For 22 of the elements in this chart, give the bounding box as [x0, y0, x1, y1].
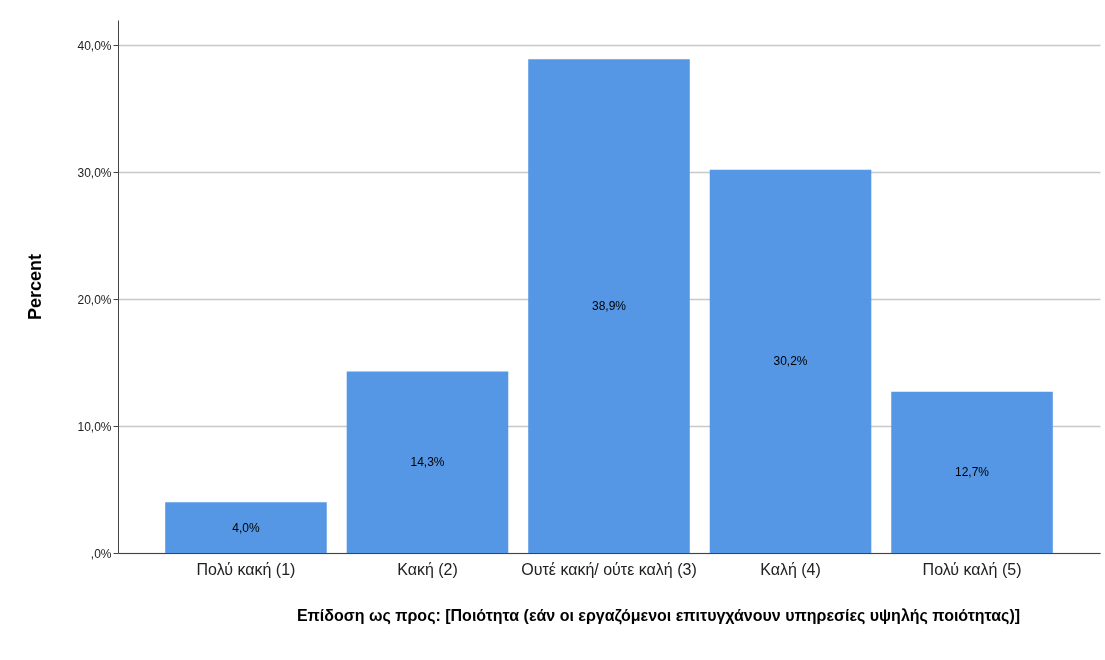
x-tick-label: Πολύ κακή (1): [196, 560, 296, 578]
y-tick-label: 20,0%: [77, 292, 112, 307]
bar: [891, 391, 1053, 553]
data-label: 12,7%: [955, 465, 990, 480]
x-tick-label: Κακή (2): [397, 560, 458, 578]
bar: [528, 59, 690, 553]
x-tick-label: Ουτέ κακή/ ούτε καλή (3): [521, 560, 697, 578]
bar: [165, 502, 327, 553]
x-tick-label: Καλή (4): [760, 560, 821, 578]
bar: [709, 169, 872, 553]
data-label: 30,2%: [773, 354, 808, 369]
data-label: 4,0%: [232, 520, 260, 535]
x-axis-title: Επίδοση ως προς: [Ποιότητα (εάν οι εργαζόμενοι επιτυγχάνουν υπηρεσίες υψηλής ποιότητας)]: [296, 606, 1021, 625]
bar: [346, 371, 509, 553]
data-label: 38,9%: [591, 299, 627, 314]
y-axis-title: Percent: [25, 253, 46, 321]
y-tick-label: 10,0%: [77, 419, 112, 434]
y-tick-label: 40,0%: [77, 38, 112, 53]
data-label: 14,3%: [410, 455, 445, 470]
x-tick-label: Πολύ καλή (5): [922, 560, 1022, 578]
y-tick-label: ,0%: [90, 546, 112, 561]
y-tick-label: 30,0%: [77, 165, 112, 180]
